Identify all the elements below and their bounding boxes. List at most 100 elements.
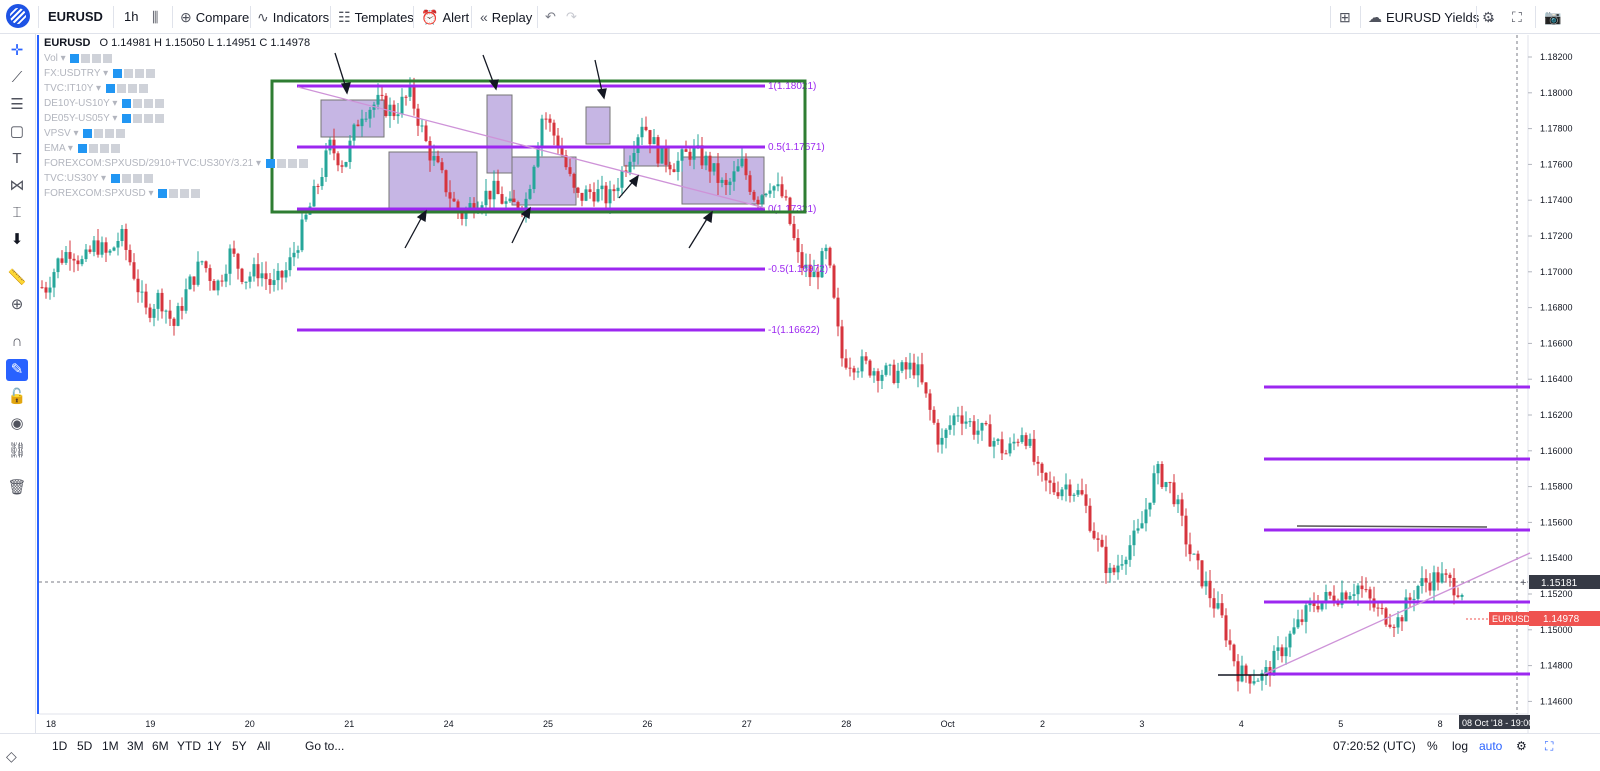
indicator-legend-row[interactable]: VPSV ▾ [44,126,310,141]
price-axis[interactable]: 1.18200 1.18000 1.17800 1.17600 1.17400 1.172… [1528,52,1573,706]
trend-line[interactable] [297,86,766,209]
visibility-icon[interactable] [265,158,275,168]
link-icon[interactable]: ⛓ [7,442,27,459]
zoom-in-icon[interactable]: ⊕ [10,296,24,313]
remove-icon[interactable] [116,128,126,138]
add-icon[interactable] [99,143,109,153]
range-rectangle[interactable] [270,79,807,214]
add-icon[interactable] [127,83,137,93]
settings-icon[interactable] [169,188,179,198]
remove-icon[interactable] [110,143,120,153]
settings-icon[interactable] [121,173,131,183]
remove-icon[interactable] [138,83,148,93]
range-button[interactable]: 1D [52,739,68,753]
visibility-icon[interactable] [158,188,168,198]
settings-icon[interactable] [116,83,126,93]
range-button[interactable]: 1M [102,739,119,753]
remove-icon[interactable] [155,98,165,108]
indicator-legend-row[interactable]: FOREXCOM:SPXUSD/2910+TVC:US30Y/3.21 ▾ [44,156,310,171]
text-icon[interactable]: T [12,150,22,167]
stay-in-drawing-mode-icon[interactable]: ✎ [6,359,28,381]
magnet-icon[interactable]: ∩ [11,333,23,350]
goto-button[interactable]: Go to... [305,739,345,753]
maximize-button[interactable]: ⛶ [1545,734,1553,758]
crosshair-icon[interactable]: ✛ [10,42,24,59]
add-icon[interactable] [144,98,154,108]
add-icon[interactable] [144,113,154,123]
visibility-icon[interactable] [70,53,80,63]
remove-icon[interactable] [145,68,155,78]
settings-icon[interactable] [133,113,143,123]
rectangle-icon[interactable]: ▢ [9,123,25,140]
settings-button[interactable]: ⚙ [1482,0,1499,34]
main-series-legend[interactable]: EURUSD O 1.14981 H 1.15050 L 1.14951 C 1… [44,36,310,51]
recent-levels[interactable] [1218,385,1531,676]
consolidation-box[interactable] [486,94,513,174]
visibility-icon[interactable] [122,113,132,123]
chart-style-button[interactable]: ⫼ [152,0,162,34]
range-button[interactable]: 5Y [232,739,247,753]
consolidation-box[interactable] [585,106,611,145]
visibility-icon[interactable] [122,98,132,108]
symbol-search-button[interactable]: EURUSD [48,9,103,24]
visibility-icon[interactable] [105,83,115,93]
fullscreen-button[interactable]: ⛶ [1512,0,1526,34]
add-icon[interactable] [287,158,297,168]
compare-button[interactable]: ⊕ Compare [180,0,249,34]
range-button[interactable]: 1Y [207,739,222,753]
undo-button[interactable]: ↶ [545,0,556,34]
range-button[interactable]: 3M [127,739,144,753]
range-button[interactable]: All [257,739,271,753]
replay-button[interactable]: «Replay [480,0,532,34]
indicator-legend-row[interactable]: DE10Y-US10Y ▾ [44,96,310,111]
redo-button[interactable]: ↷ [566,0,577,34]
indicator-legend-row[interactable]: FOREXCOM:SPXUSD ▾ [44,186,310,201]
arrow-annotations[interactable] [334,52,713,249]
interval-button[interactable]: 1h [124,9,139,24]
percent-toggle[interactable]: % [1427,739,1438,753]
measure-icon[interactable]: ⌶ [12,204,22,221]
pattern-icon[interactable]: ⋈ [9,177,25,194]
time-axis[interactable]: 18 19 20 21 24 25 26 27 28 Oct 2 3 4 5 8 [46,719,1443,729]
chart-pane[interactable] [37,35,1528,714]
auto-toggle[interactable]: auto [1479,739,1503,753]
trash-icon[interactable]: 🗑 [7,479,27,496]
log-toggle[interactable]: log [1452,739,1469,753]
alert-button[interactable]: ⏰ Alert [421,0,469,34]
visibility-icon[interactable] [110,173,120,183]
add-icon[interactable] [92,53,102,63]
range-button[interactable]: YTD [177,739,201,753]
templates-button[interactable]: ☷ Templates [338,0,414,34]
remove-icon[interactable] [155,113,165,123]
settings-icon[interactable] [94,128,104,138]
settings-icon[interactable] [133,98,143,108]
ruler-icon[interactable]: 📏 [7,269,27,286]
collapse-icon[interactable]: ◇ [6,748,17,764]
indicator-legend-row[interactable]: DE05Y-US05Y ▾ [44,111,310,126]
remove-icon[interactable] [143,173,153,183]
lock-icon[interactable]: 🔓 [7,388,27,405]
indicator-legend-row[interactable]: Vol ▾ [44,51,310,66]
settings-icon[interactable] [88,143,98,153]
indicator-legend-row[interactable]: EMA ▾ [44,141,310,156]
settings-icon[interactable] [276,158,286,168]
visibility-icon[interactable] [112,68,122,78]
range-button[interactable]: 6M [152,739,169,753]
consolidation-box[interactable] [388,151,478,209]
indicators-button[interactable]: ∿ Indicators [257,0,329,34]
visibility-icon[interactable] [83,128,93,138]
arrow-down-icon[interactable]: ⬇ [10,231,24,248]
trend-line-icon[interactable]: ⟋ [11,69,23,86]
resistance-line[interactable] [1296,525,1488,528]
indicator-legend-row[interactable]: TVC:US30Y ▾ [44,171,310,186]
remove-icon[interactable] [298,158,308,168]
trend-line[interactable] [1263,552,1531,675]
settings-icon[interactable] [123,68,133,78]
range-button[interactable]: 5D [77,739,93,753]
add-icon[interactable] [180,188,190,198]
fib-levels[interactable]: 1(1.18021) 0.5(1.17671) 0(1.17321) -0.5(… [297,81,828,336]
eye-icon[interactable]: ◉ [10,415,24,432]
visibility-icon[interactable] [77,143,87,153]
horizontal-lines-icon[interactable]: ☰ [10,96,24,113]
